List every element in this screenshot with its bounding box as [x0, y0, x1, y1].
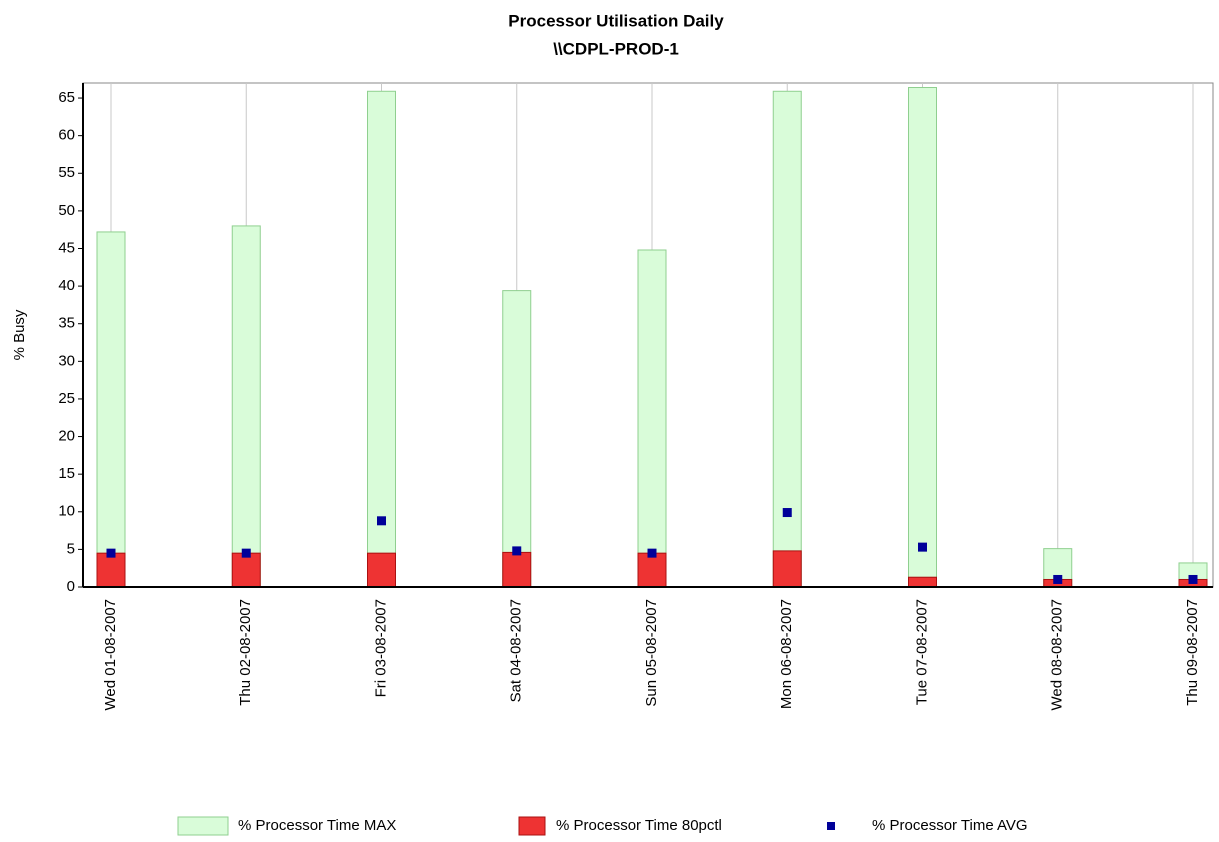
x-tick-label: Thu 09-08-2007: [1184, 599, 1201, 706]
bar: [908, 87, 937, 588]
x-tick-label: Wed 08-08-2007: [1049, 599, 1066, 710]
bar: [637, 249, 667, 588]
x-tick-label: Mon 06-08-2007: [778, 599, 795, 709]
y-tick-label: 60: [58, 127, 75, 144]
x-tick-label: Sat 04-08-2007: [508, 599, 525, 702]
x-tick-label: Sun 05-08-2007: [643, 599, 660, 707]
legend-swatch: [177, 816, 229, 836]
y-axis-label: % Busy: [11, 309, 28, 360]
chart-subtitle: \\CDPL-PROD-1: [553, 39, 679, 58]
bar: [772, 550, 802, 588]
legend-label: % Processor Time 80pctl: [556, 817, 722, 834]
bar: [367, 552, 396, 588]
y-tick-label: 35: [58, 315, 75, 332]
point: [377, 516, 386, 526]
bar: [367, 90, 396, 588]
y-tick-label: 10: [58, 503, 75, 520]
point: [1053, 574, 1063, 584]
bar: [637, 552, 667, 588]
y-tick-label: 55: [58, 164, 75, 181]
point: [1188, 574, 1198, 584]
legend-label: % Processor Time MAX: [238, 817, 396, 834]
bar: [908, 576, 937, 588]
bar: [96, 231, 126, 588]
y-tick-label: 45: [58, 239, 75, 256]
x-tick-label: Wed 01-08-2007: [102, 599, 119, 710]
y-tick-label: 65: [58, 89, 75, 106]
x-tick-label: Fri 03-08-2007: [372, 599, 389, 697]
point: [782, 508, 792, 518]
bar: [231, 552, 261, 588]
legend-label: % Processor Time AVG: [872, 817, 1028, 834]
y-tick-label: 20: [58, 428, 75, 445]
point: [512, 546, 522, 556]
bar: [231, 225, 261, 588]
point: [918, 542, 927, 552]
x-tick-label: Tue 07-08-2007: [913, 599, 930, 705]
y-tick-label: 25: [58, 390, 75, 407]
y-tick-label: 5: [67, 540, 75, 557]
point: [647, 548, 657, 558]
legend-swatch: [518, 816, 546, 836]
y-tick-label: 30: [58, 352, 75, 369]
bar: [502, 290, 532, 588]
point: [106, 548, 116, 558]
y-tick-label: 50: [58, 202, 75, 219]
point: [241, 548, 251, 558]
x-tick-label: Thu 02-08-2007: [237, 599, 254, 706]
chart-title: Processor Utilisation Daily: [508, 11, 724, 30]
legend-swatch: [827, 822, 835, 830]
y-tick-label: 0: [67, 578, 75, 595]
bar: [502, 551, 532, 588]
y-tick-label: 15: [58, 465, 75, 482]
bar: [772, 90, 802, 588]
y-tick-label: 40: [58, 277, 75, 294]
bar: [96, 552, 126, 588]
